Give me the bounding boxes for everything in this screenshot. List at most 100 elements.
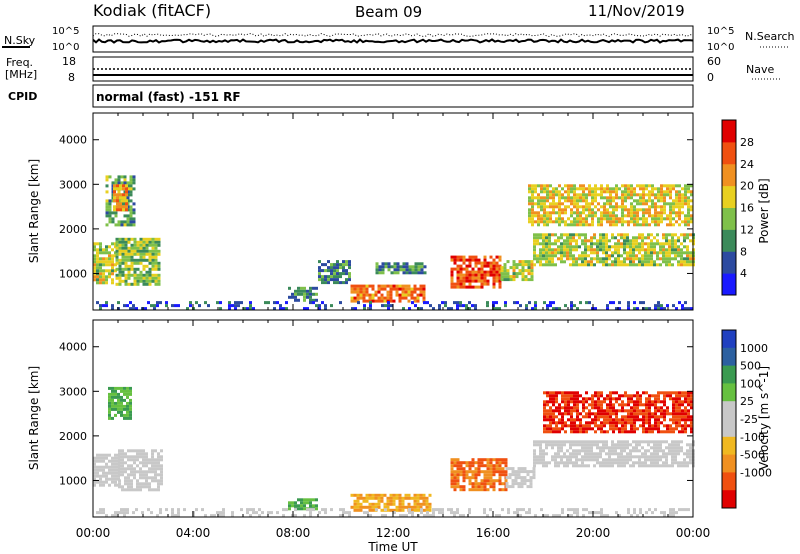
data-cell — [615, 205, 618, 209]
data-cell — [309, 508, 312, 512]
data-cell — [668, 446, 671, 450]
data-cell — [504, 464, 508, 468]
data-cell — [342, 508, 345, 512]
data-cell — [124, 476, 127, 480]
data-cell — [117, 477, 120, 481]
data-cell — [534, 187, 537, 191]
data-cell — [657, 301, 660, 305]
data-cell — [663, 208, 666, 212]
data-cell — [520, 467, 524, 471]
data-cell — [511, 479, 515, 483]
data-cell — [677, 452, 680, 456]
data-cell — [96, 251, 99, 255]
data-cell — [501, 458, 505, 462]
data-cell — [566, 458, 569, 462]
data-cell — [474, 461, 478, 465]
data-cell — [96, 471, 99, 475]
data-cell — [474, 488, 478, 492]
data-cell — [350, 284, 354, 288]
data-cell — [315, 304, 318, 308]
data-cell — [282, 508, 285, 512]
data-cell — [624, 184, 627, 188]
data-cell — [515, 263, 519, 267]
data-cell — [572, 263, 575, 267]
data-cell — [462, 261, 466, 265]
data-cell — [617, 233, 620, 237]
data-cell — [636, 214, 639, 218]
freq-unit-label: [MHz] — [5, 68, 37, 81]
data-cell — [111, 248, 114, 252]
data-cell — [615, 421, 618, 425]
data-cell — [486, 488, 490, 492]
data-cell — [303, 514, 306, 518]
data-cell — [578, 254, 581, 258]
data-cell — [447, 307, 450, 311]
data-cell — [678, 223, 681, 227]
data-cell — [498, 270, 502, 274]
data-cell — [618, 418, 621, 422]
data-cell — [681, 220, 684, 224]
data-cell — [561, 400, 564, 404]
data-cell — [416, 293, 420, 297]
data-cell — [642, 220, 645, 224]
data-cell — [377, 287, 381, 291]
data-cell — [663, 184, 666, 188]
data-cell — [666, 391, 669, 395]
data-cell — [648, 190, 651, 194]
data-cell — [359, 284, 363, 288]
data-cell — [597, 403, 600, 407]
data-cell — [407, 502, 411, 506]
data-cell — [177, 304, 180, 308]
data-cell — [576, 205, 579, 209]
data-cell — [597, 406, 600, 410]
data-cell — [480, 282, 484, 286]
data-cell — [154, 273, 158, 277]
data-cell — [435, 508, 438, 512]
data-cell — [102, 248, 105, 252]
data-cell — [312, 286, 315, 290]
data-cell — [570, 214, 573, 218]
data-cell — [560, 254, 563, 258]
colorbar-swatch — [722, 419, 736, 438]
data-cell — [623, 236, 626, 240]
data-cell — [672, 208, 675, 212]
data-cell — [414, 262, 418, 266]
data-cell — [681, 202, 684, 206]
data-cell — [348, 275, 351, 279]
data-cell — [645, 193, 648, 197]
data-cell — [93, 260, 96, 264]
data-cell — [570, 418, 573, 422]
data-cell — [237, 304, 240, 308]
data-cell — [669, 184, 672, 188]
data-cell — [474, 476, 478, 480]
data-cell — [591, 403, 594, 407]
data-cell — [154, 473, 157, 477]
data-cell — [593, 464, 596, 468]
data-cell — [503, 266, 507, 270]
data-cell — [591, 406, 594, 410]
data-cell — [501, 467, 505, 471]
data-cell — [660, 307, 663, 311]
data-cell — [318, 304, 321, 308]
data-cell — [578, 464, 581, 468]
data-cell — [118, 246, 122, 250]
data-cell — [377, 284, 381, 288]
data-cell — [517, 476, 521, 480]
data-cell — [279, 304, 282, 308]
data-cell — [603, 514, 606, 518]
data-cell — [121, 261, 125, 265]
data-cell — [404, 284, 408, 288]
data-cell — [687, 307, 690, 311]
data-cell — [154, 237, 158, 241]
data-cell — [611, 452, 614, 456]
data-cell — [623, 257, 626, 261]
data-cell — [663, 397, 666, 401]
data-cell — [615, 184, 618, 188]
data-cell — [626, 440, 629, 444]
data-cell — [552, 205, 555, 209]
data-cell — [127, 270, 131, 274]
data-cell — [342, 260, 345, 264]
data-cell — [638, 260, 641, 264]
data-cell — [617, 254, 620, 258]
data-cell — [294, 289, 297, 293]
